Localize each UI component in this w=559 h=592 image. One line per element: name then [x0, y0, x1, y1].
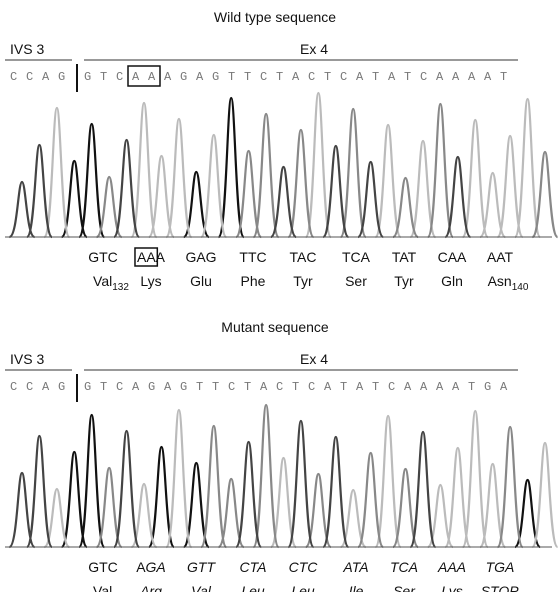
codon-part: TCA: [342, 249, 371, 265]
codon: AGA: [136, 559, 166, 575]
amino-acid-name: Ser: [345, 273, 367, 289]
amino-acid: Arg: [139, 583, 162, 592]
amino-acid: Phe: [241, 273, 266, 289]
codon: GTC: [88, 249, 118, 265]
amino-acid-name: Tyr: [293, 273, 313, 289]
codon: CAA: [438, 249, 467, 265]
amino-acid-name: Ile: [349, 583, 364, 592]
codon-part: GA: [146, 559, 166, 575]
exon-sequence: AA: [132, 70, 164, 84]
amino-acid: Tyr: [293, 273, 313, 289]
amino-acid: Leu: [241, 583, 265, 592]
codon-part: GTT: [187, 559, 216, 575]
codon-part: ATA: [342, 559, 368, 575]
intron-label: IVS 3: [10, 351, 44, 367]
amino-acid-name: Phe: [241, 273, 266, 289]
amino-acid-name: Gln: [441, 273, 463, 289]
amino-acid: Lys: [140, 273, 161, 289]
intron-sequence: CCAG: [10, 70, 74, 84]
codon-part: TCA: [390, 559, 418, 575]
exon-sequence: GTCAGAGTTCTACTCATATCAAAATGA: [84, 380, 516, 394]
amino-acid: Leu: [291, 583, 315, 592]
amino-acid-name: Tyr: [394, 273, 414, 289]
codon: GTT: [187, 559, 216, 575]
exon-sequence: AGAGTTCTACTCATATCAAAAT: [164, 70, 516, 84]
amino-acid-name: STOP: [481, 583, 520, 592]
intron-label: IVS 3: [10, 41, 44, 57]
amino-acid-name: Ser: [393, 583, 416, 592]
amino-acid-name: Val: [93, 273, 112, 289]
panel-title: Wild type sequence: [214, 9, 336, 25]
figure: Wild type sequenceIVS 3Ex 4CCAGGTCAAAGAG…: [0, 0, 559, 592]
amino-acid-name: Val: [191, 583, 212, 592]
codon: TAC: [290, 249, 317, 265]
codon-part: AAT: [487, 249, 514, 265]
amino-acid-name: Leu: [291, 583, 315, 592]
intron-sequence: CCAG: [10, 380, 74, 394]
amino-acid: Val132: [93, 583, 129, 592]
amino-acid-name: Lys: [441, 583, 463, 592]
amino-acid: Val132: [93, 273, 129, 293]
amino-acid: STOP140: [481, 583, 536, 592]
codon-part: TTC: [239, 249, 266, 265]
amino-acid-name: Val: [93, 583, 112, 592]
codon: TCA: [342, 249, 371, 265]
amino-acid-name: Glu: [190, 273, 212, 289]
codon-part: GAG: [185, 249, 216, 265]
codon: TGA: [486, 559, 515, 575]
codon-part: AAA: [437, 559, 466, 575]
amino-acid: Asn140: [488, 273, 529, 293]
amino-acid: Val: [191, 583, 212, 592]
codon: ATA: [342, 559, 368, 575]
codon-part: CTC: [289, 559, 319, 575]
codon: AAT: [487, 249, 514, 265]
amino-acid: Tyr: [394, 273, 414, 289]
codon-part: TAC: [290, 249, 317, 265]
panel-title: Mutant sequence: [221, 319, 329, 335]
exon-label: Ex 4: [300, 41, 328, 57]
amino-acid: Lys: [441, 583, 463, 592]
amino-acid-name: Arg: [139, 583, 162, 592]
codon: GTC: [88, 559, 118, 575]
codon: TAT: [392, 249, 417, 265]
amino-acid: Ser: [345, 273, 367, 289]
exon-label: Ex 4: [300, 351, 328, 367]
codon: CTC: [289, 559, 319, 575]
residue-number: 140: [512, 282, 529, 293]
amino-acid-name: Asn: [488, 273, 512, 289]
amino-acid: Ser: [393, 583, 416, 592]
codon-part: TAT: [392, 249, 417, 265]
exon-sequence: GTC: [84, 70, 132, 84]
amino-acid: Gln: [441, 273, 463, 289]
codon-part: TGA: [486, 559, 515, 575]
codon: TCA: [390, 559, 418, 575]
codon: GAG: [185, 249, 216, 265]
codon: TTC: [239, 249, 266, 265]
codon-part: GTC: [88, 249, 118, 265]
residue-number: 132: [112, 282, 129, 293]
codon: AAA: [437, 559, 466, 575]
codon-part: CTA: [240, 559, 267, 575]
amino-acid: Ile: [349, 583, 364, 592]
codon-part: CAA: [438, 249, 467, 265]
amino-acid: Glu: [190, 273, 212, 289]
amino-acid-name: Leu: [241, 583, 265, 592]
amino-acid-name: Lys: [140, 273, 161, 289]
codon: CTA: [240, 559, 267, 575]
codon: AAA: [137, 249, 166, 265]
codon-part: AA: [137, 249, 156, 265]
codon-part: GTC: [88, 559, 118, 575]
